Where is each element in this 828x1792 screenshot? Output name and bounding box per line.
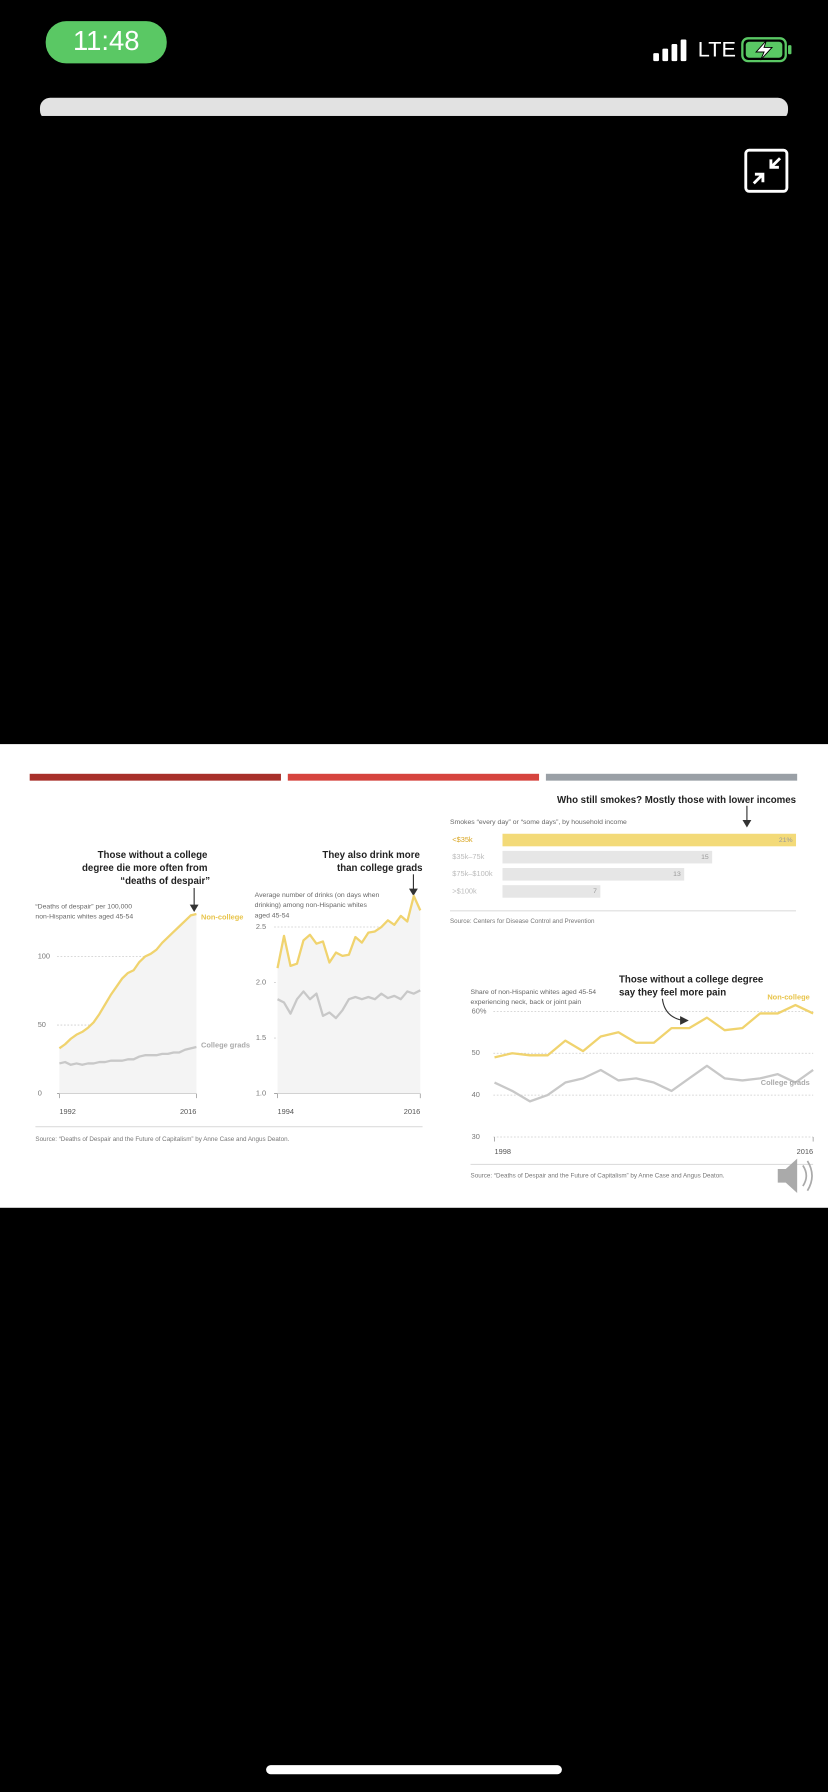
x-tick-label: 1998	[495, 1147, 511, 1156]
stripe	[29, 773, 281, 781]
category-label: $35k–75k	[452, 852, 484, 861]
line	[494, 1064, 814, 1103]
y-tick-label: 30	[472, 1132, 480, 1141]
x-tick-label: 1994	[278, 1107, 294, 1116]
y-tick-label: 100	[38, 951, 50, 960]
x-tick-label: 2016	[180, 1107, 196, 1116]
chart-subtitle: Average number of drinks (on days when d…	[255, 892, 382, 920]
time-pill	[45, 21, 167, 64]
x-tick-label: 2016	[797, 1147, 813, 1156]
y-tick-label: 1.5	[256, 1033, 266, 1042]
bar	[502, 850, 713, 864]
status-network: LTE	[698, 37, 736, 62]
chart-subtitle: Share of non-Hispanic whites aged 45-54 …	[471, 989, 598, 1006]
chart-subtitle: “Deaths of despair” per 100,000 non-Hisp…	[35, 903, 134, 920]
line	[494, 1003, 814, 1059]
speaker-icon	[777, 1158, 813, 1193]
chart-title: Those without a college degree die more …	[82, 849, 210, 886]
chart-title: Who still smokes? Mostly those with lowe…	[557, 795, 796, 806]
stripe	[545, 773, 798, 781]
line	[277, 989, 421, 1020]
status-time: 11:48	[73, 25, 140, 56]
annotation-arrows	[189, 805, 752, 1025]
category-label: >$100k	[452, 886, 477, 895]
y-tick-label: 50	[472, 1048, 480, 1057]
y-tick-label: 60%	[472, 1006, 487, 1015]
series-label: Non-college	[201, 913, 243, 922]
signal-icon	[653, 39, 687, 62]
bar	[502, 833, 797, 847]
sheet-edge	[0, 115, 828, 123]
value-label: 13	[673, 871, 681, 878]
category-label: $75k–$100k	[452, 869, 493, 878]
chart-source: Source: Centers for Disease Control and …	[450, 918, 595, 925]
y-tick-label: 40	[472, 1090, 480, 1099]
x-tick-label: 2016	[404, 1107, 420, 1116]
y-tick-label: 50	[38, 1020, 46, 1029]
area-fill	[59, 914, 197, 1094]
bar	[502, 885, 601, 898]
x-tick-label: 1992	[59, 1107, 75, 1116]
home-indicator	[266, 1765, 562, 1775]
y-tick-label: 2.0	[256, 977, 266, 986]
stripe	[287, 773, 540, 781]
chart-subtitle: Smokes “every day” or “some days”, by ho…	[450, 819, 627, 826]
category-label: <$35k	[452, 835, 473, 844]
chart-source: Source: “Deaths of Despair and the Futur…	[35, 1136, 289, 1143]
line	[59, 1045, 197, 1066]
value-label: 21%	[779, 837, 793, 844]
value-label: 15	[701, 854, 709, 861]
area-fill	[277, 895, 421, 1094]
y-tick-label: 0	[38, 1089, 42, 1098]
series-label: College grads	[761, 1078, 810, 1087]
chart-title: Those without a college degree say they …	[619, 974, 766, 998]
battery-icon	[741, 37, 792, 63]
chart-source: Source: “Deaths of Despair and the Futur…	[471, 1172, 725, 1179]
y-tick-label: 1.0	[256, 1089, 266, 1098]
series-label: College grads	[201, 1041, 250, 1050]
line	[58, 912, 197, 1050]
chart-title: They also drink more than college grads	[322, 849, 422, 873]
sheet-handle	[39, 97, 789, 121]
value-label: 7	[593, 888, 597, 895]
series-label: Non-college	[767, 993, 809, 1002]
bar	[502, 868, 685, 881]
line	[276, 894, 422, 969]
exit-fullscreen-button[interactable]	[744, 148, 789, 193]
y-tick-label: 2.5	[256, 922, 266, 931]
